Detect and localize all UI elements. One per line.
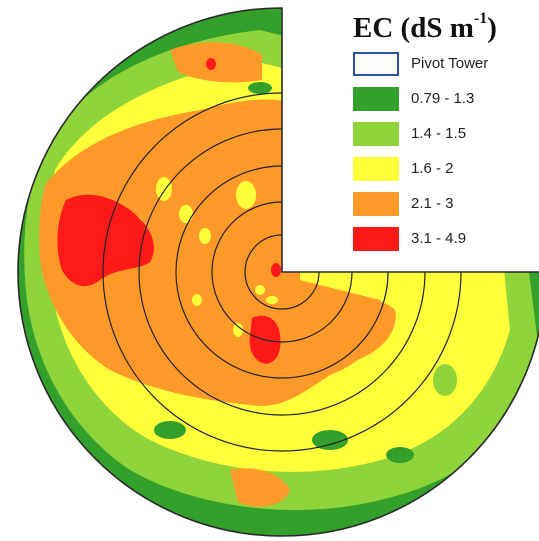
legend-swatch [353, 227, 399, 251]
legend-title: EC (dS m-1) [353, 10, 497, 45]
zone-yellow-spot [255, 285, 265, 295]
zone-orange-south [230, 468, 290, 507]
legend-label: Pivot Tower [411, 55, 489, 72]
legend-label: 1.6 - 2 [411, 160, 454, 177]
legend-swatch [353, 157, 399, 181]
zone-yellow-spot [156, 177, 172, 201]
zone-green-spot [248, 82, 272, 94]
pivot-tower-swatch [353, 52, 399, 76]
legend-title-text: EC (dS m [353, 12, 474, 44]
pivot-ring [244, 234, 320, 310]
legend-title-close: ) [487, 12, 497, 44]
zone-yellow-spot [192, 294, 202, 306]
zone-orange-east [300, 294, 396, 362]
legend: EC (dS m-1) Pivot Tower 0.79 - 1.3 1.4 -… [343, 10, 533, 251]
legend-swatch [353, 192, 399, 216]
legend-label: 0.79 - 1.3 [411, 90, 475, 107]
zone-yellow-spot [233, 323, 243, 337]
legend-label: 2.1 - 3 [411, 195, 454, 212]
zone-green-spot [312, 430, 348, 450]
zone-yellow-spot [199, 228, 211, 244]
pivot-ring [211, 201, 353, 343]
zone-green-spot [386, 447, 414, 463]
zone-light-green-spot [433, 364, 457, 396]
zone-yellow-spot [179, 205, 193, 223]
legend-label: 3.1 - 4.9 [411, 230, 467, 247]
field-outline [17, 7, 539, 537]
pivot-ring [102, 92, 462, 452]
legend-label: 1.4 - 1.5 [411, 125, 467, 142]
legend-title-superscript: -1 [473, 10, 488, 27]
pivot-ring [138, 128, 426, 416]
zone-yellow-spot [266, 296, 278, 304]
zone-orange-north [170, 42, 262, 83]
zone-green-spot [154, 421, 186, 439]
zone-yellow-spot [236, 181, 256, 209]
pivot-ring [175, 165, 389, 379]
pivot-rings [102, 92, 462, 452]
zone-red-north [206, 58, 216, 70]
zone-red-pivot [271, 263, 281, 277]
legend-swatch [353, 122, 399, 146]
legend-swatch [353, 87, 399, 111]
